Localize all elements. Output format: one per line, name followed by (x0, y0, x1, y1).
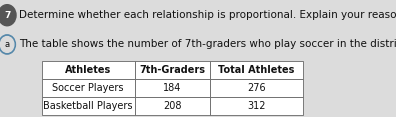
Ellipse shape (0, 37, 14, 52)
Text: 208: 208 (163, 101, 181, 111)
Bar (210, 79, 303, 97)
Text: a: a (5, 40, 10, 49)
Text: The table shows the number of 7th-graders who play soccer in the district.: The table shows the number of 7th-grader… (19, 39, 396, 49)
Bar (135, 79, 210, 97)
Text: 312: 312 (247, 101, 266, 111)
Text: Determine whether each relationship is proportional. Explain your reasoning.: Determine whether each relationship is p… (19, 10, 396, 20)
Bar (42, 79, 135, 97)
Text: 7: 7 (4, 11, 10, 20)
Bar (135, 61, 210, 79)
Text: Basketball Players: Basketball Players (43, 101, 133, 111)
Text: 7th-Graders: 7th-Graders (139, 65, 205, 75)
Bar (42, 97, 135, 115)
Ellipse shape (0, 35, 15, 54)
Text: Total Athletes: Total Athletes (218, 65, 295, 75)
Bar (210, 61, 303, 79)
Text: 184: 184 (163, 83, 181, 93)
Text: Athletes: Athletes (65, 65, 111, 75)
Text: 276: 276 (247, 83, 266, 93)
Text: Soccer Players: Soccer Players (52, 83, 124, 93)
Bar (210, 97, 303, 115)
Ellipse shape (0, 5, 16, 26)
Bar (42, 61, 135, 79)
Bar (135, 97, 210, 115)
